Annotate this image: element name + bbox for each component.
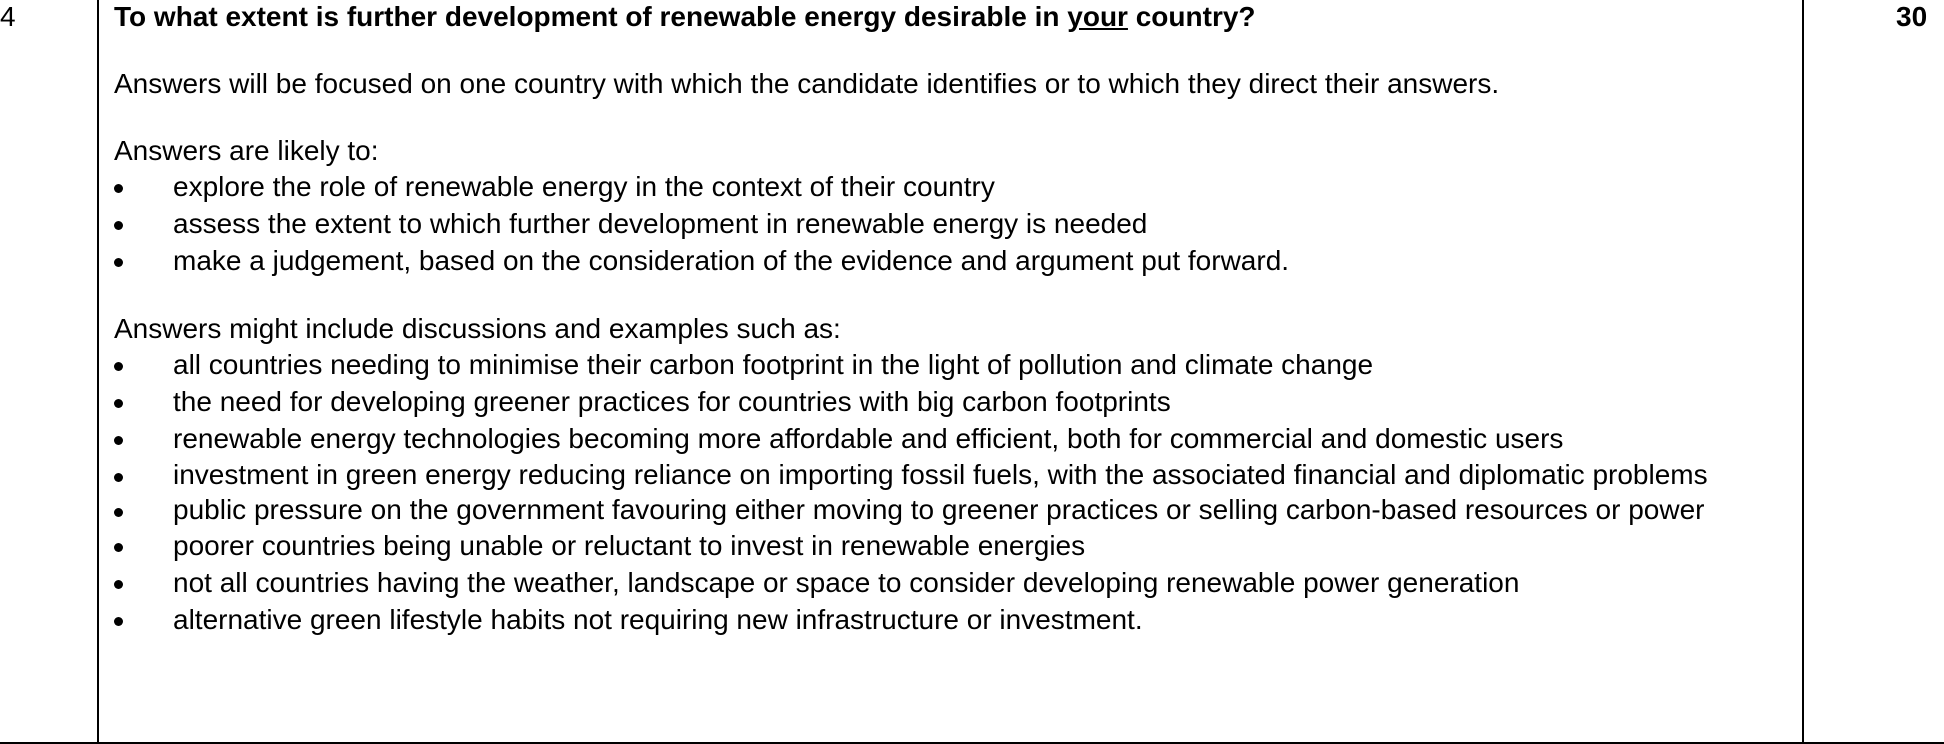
bullet-icon: [114, 508, 123, 517]
list-item: investment in green energy reducing reli…: [114, 457, 1794, 492]
question-text-end: country?: [1127, 1, 1256, 32]
list-item: poorer countries being unable or relucta…: [114, 527, 1794, 564]
bullet-icon: [114, 436, 123, 445]
list-item: renewable energy technologies becoming m…: [114, 420, 1794, 457]
marks-value: 30: [1896, 1, 1928, 32]
include-lead: Answers might include discussions and ex…: [114, 313, 841, 344]
list-item: all countries needing to minimise their …: [114, 346, 1794, 383]
likely-list: explore the role of renewable energy in …: [114, 168, 1794, 279]
bullet-icon: [114, 258, 123, 267]
bullet-icon: [114, 184, 123, 193]
likely-lead: Answers are likely to:: [114, 135, 379, 166]
bullet-icon: [114, 473, 123, 482]
list-item: assess the extent to which further devel…: [114, 205, 1794, 242]
question-text-start: To what extent is further development of…: [114, 1, 1068, 32]
list-item: public pressure on the government favour…: [114, 492, 1794, 527]
row-bottom-border: [0, 742, 1944, 744]
list-item: alternative green lifestyle habits not r…: [114, 601, 1794, 638]
bullet-icon: [114, 580, 123, 589]
question-emphasis: your: [1067, 1, 1128, 32]
include-list: all countries needing to minimise their …: [114, 346, 1794, 638]
bullet-icon: [114, 362, 123, 371]
list-item: explore the role of renewable energy in …: [114, 168, 1794, 205]
bullet-icon: [114, 399, 123, 408]
column-divider-right: [1802, 0, 1804, 744]
guidance-cell: To what extent is further development of…: [114, 0, 1794, 638]
list-item: the need for developing greener practice…: [114, 383, 1794, 420]
bullet-icon: [114, 617, 123, 626]
bullet-icon: [114, 221, 123, 230]
column-divider-left: [97, 0, 99, 744]
bullet-icon: [114, 543, 123, 552]
question-number: 4: [0, 1, 16, 32]
question-heading: To what extent is further development of…: [114, 0, 1794, 34]
intro-paragraph: Answers will be focused on one country w…: [114, 68, 1500, 99]
list-item: make a judgement, based on the considera…: [114, 242, 1794, 279]
list-item: not all countries having the weather, la…: [114, 564, 1794, 601]
